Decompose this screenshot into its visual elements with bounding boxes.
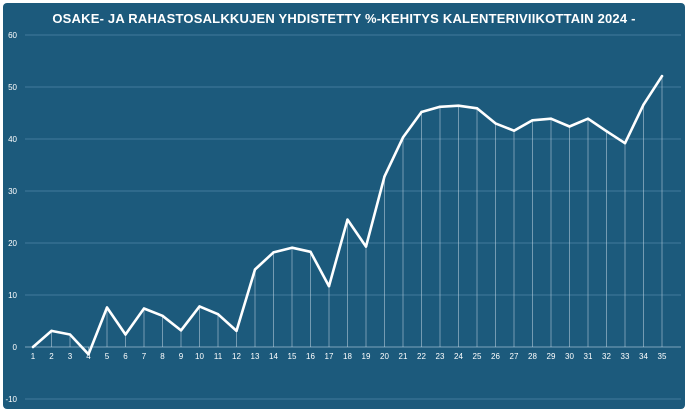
x-tick-label: 19 [362, 352, 371, 361]
data-point [512, 129, 516, 132]
data-point [549, 117, 553, 120]
x-tick-label: 16 [306, 352, 315, 361]
x-tick-label: 28 [528, 352, 537, 361]
y-tick-label: 0 [13, 343, 18, 352]
data-point [494, 122, 497, 125]
x-tick-label: 34 [639, 352, 648, 361]
x-tick-label: 35 [658, 352, 667, 361]
x-tick-label: 33 [621, 352, 630, 361]
x-tick-label: 25 [473, 352, 482, 361]
x-tick-label: 32 [602, 352, 611, 361]
x-tick-label: 30 [565, 352, 574, 361]
x-tick-label: 3 [68, 352, 73, 361]
data-point [364, 245, 368, 248]
y-tick-label: 60 [8, 31, 17, 40]
data-point [346, 218, 349, 221]
x-tick-label: 8 [160, 352, 165, 361]
data-point [309, 250, 312, 254]
x-tick-label: 24 [454, 352, 463, 361]
data-point [272, 251, 275, 254]
data-point [660, 74, 664, 78]
x-tick-label: 31 [584, 352, 593, 361]
x-tick-label: 21 [399, 352, 408, 361]
x-tick-label: 23 [436, 352, 445, 361]
data-point [401, 136, 405, 139]
data-point [290, 246, 294, 249]
data-point [50, 329, 53, 333]
x-tick-label: 12 [232, 352, 241, 361]
x-tick-label: 14 [269, 352, 278, 361]
data-point [235, 329, 238, 333]
x-tick-label: 4 [86, 352, 91, 361]
data-point [68, 333, 72, 336]
y-tick-label: 20 [8, 239, 17, 248]
x-tick-label: 29 [547, 352, 556, 361]
x-tick-label: 17 [325, 352, 334, 361]
data-point [31, 345, 35, 349]
data-point [216, 313, 220, 316]
chart-title: OSAKE- JA RAHASTOSALKKUJEN YHDISTETTY %-… [52, 11, 636, 26]
x-tick-label: 7 [142, 352, 147, 361]
data-point [605, 130, 608, 133]
data-point [198, 305, 201, 308]
x-tick-label: 18 [343, 352, 352, 361]
data-point [568, 125, 571, 128]
data-point [623, 141, 627, 145]
x-tick-label: 15 [288, 352, 297, 361]
data-point [161, 314, 164, 317]
y-tick-label: 30 [8, 187, 17, 196]
y-tick-label: -10 [5, 395, 17, 404]
data-point [531, 119, 534, 122]
data-point [87, 353, 90, 356]
chart-frame: OSAKE- JA RAHASTOSALKKUJEN YHDISTETTY %-… [3, 3, 685, 409]
data-point [327, 284, 331, 288]
x-tick-label: 22 [417, 352, 426, 361]
x-tick-label: 5 [105, 352, 110, 361]
x-tick-label: 10 [195, 352, 204, 361]
x-tick-label: 26 [491, 352, 500, 361]
y-tick-label: 50 [8, 83, 17, 92]
data-point [420, 110, 423, 114]
data-point [383, 175, 386, 178]
data-point [457, 104, 460, 107]
data-point [586, 117, 590, 120]
data-point [105, 306, 109, 309]
y-tick-label: 40 [8, 135, 17, 144]
x-tick-label: 13 [251, 352, 260, 361]
x-tick-label: 20 [380, 352, 389, 361]
x-tick-label: 6 [123, 352, 128, 361]
x-tick-label: 1 [31, 352, 36, 361]
x-tick-label: 2 [49, 352, 54, 361]
data-point [642, 103, 645, 106]
x-tick-label: 11 [214, 352, 223, 361]
x-tick-label: 27 [510, 352, 519, 361]
data-point [438, 105, 442, 108]
x-tick-label: 9 [179, 352, 184, 361]
data-point [475, 107, 479, 110]
y-tick-label: 10 [8, 291, 17, 300]
data-point [179, 329, 183, 332]
data-point [253, 268, 257, 271]
data-point [142, 307, 146, 310]
data-point [124, 333, 127, 336]
